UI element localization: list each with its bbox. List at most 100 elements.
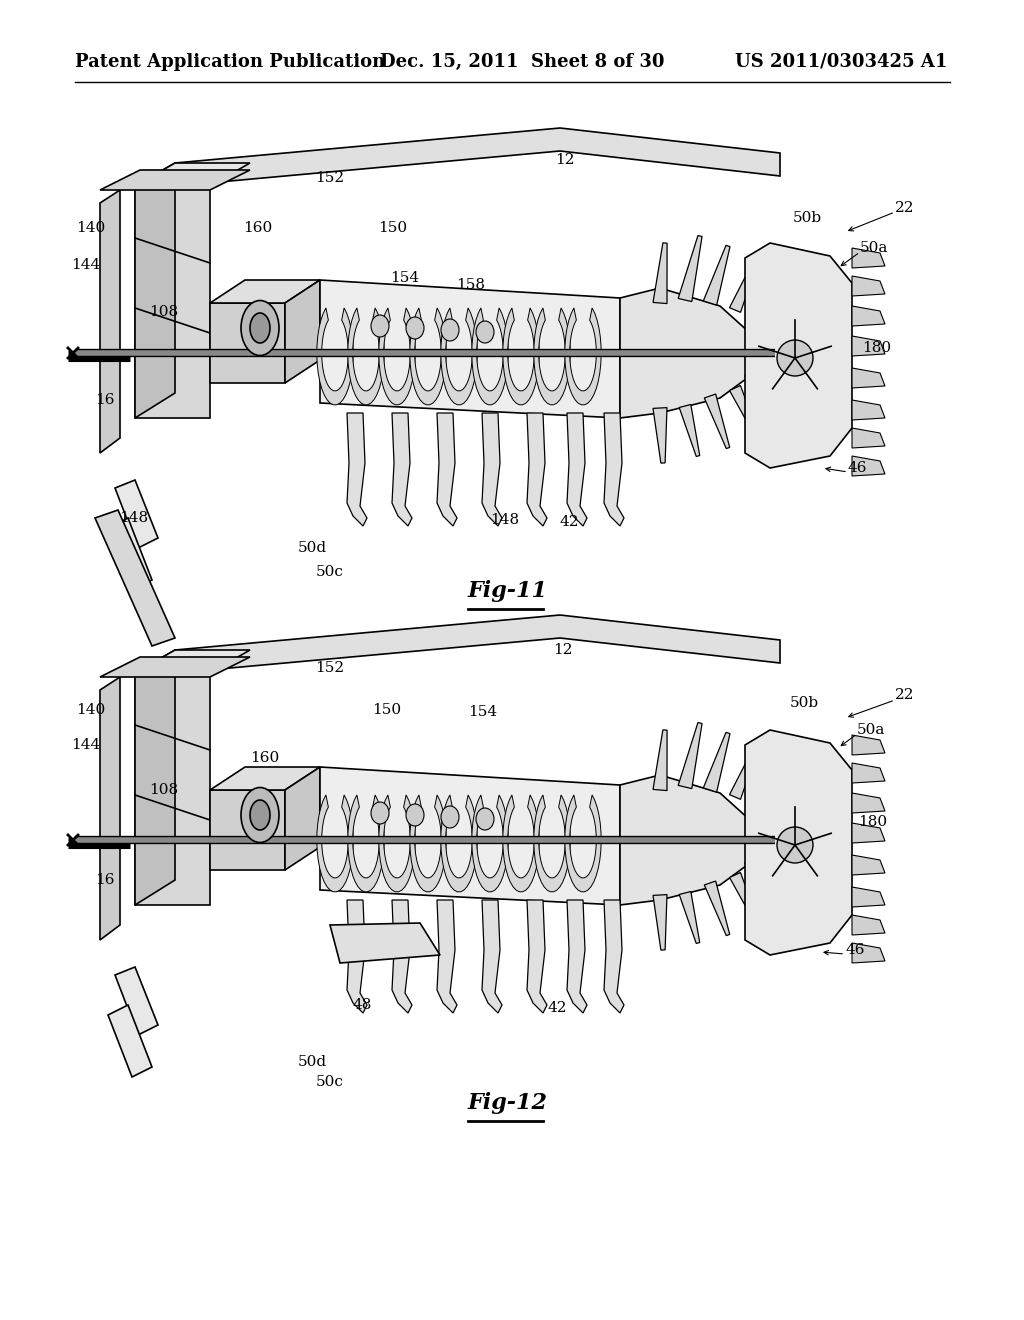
Polygon shape: [379, 795, 415, 892]
Polygon shape: [135, 649, 250, 673]
Polygon shape: [604, 413, 624, 525]
Polygon shape: [679, 891, 699, 944]
Text: 108: 108: [148, 305, 178, 319]
Text: 144: 144: [71, 738, 100, 752]
Polygon shape: [379, 308, 415, 405]
Polygon shape: [745, 772, 779, 818]
Ellipse shape: [371, 315, 389, 337]
Text: 42: 42: [548, 1001, 567, 1015]
Polygon shape: [852, 428, 885, 447]
Text: 160: 160: [250, 751, 280, 766]
Polygon shape: [503, 308, 540, 405]
Polygon shape: [316, 795, 353, 892]
Polygon shape: [744, 370, 779, 424]
Text: 152: 152: [315, 172, 344, 185]
Text: 154: 154: [390, 271, 419, 285]
Text: 22: 22: [895, 688, 914, 702]
Polygon shape: [565, 308, 601, 405]
Ellipse shape: [441, 319, 459, 341]
Polygon shape: [410, 795, 446, 892]
Polygon shape: [175, 128, 780, 186]
Text: 144: 144: [71, 257, 100, 272]
Text: 180: 180: [858, 814, 887, 829]
Text: 180: 180: [862, 341, 891, 355]
Polygon shape: [210, 789, 285, 870]
Polygon shape: [744, 857, 779, 911]
Ellipse shape: [476, 808, 494, 830]
Circle shape: [777, 341, 813, 376]
Polygon shape: [108, 1005, 152, 1077]
Text: 150: 150: [372, 704, 401, 717]
Polygon shape: [392, 413, 412, 525]
Polygon shape: [472, 795, 508, 892]
Text: 50b: 50b: [793, 211, 822, 224]
Text: 140: 140: [76, 704, 105, 717]
Text: 50c: 50c: [316, 1074, 344, 1089]
Polygon shape: [482, 900, 502, 1012]
Polygon shape: [567, 413, 587, 525]
Polygon shape: [745, 730, 852, 954]
Ellipse shape: [250, 800, 270, 830]
Polygon shape: [729, 742, 760, 800]
Polygon shape: [852, 276, 885, 296]
Polygon shape: [437, 413, 457, 525]
Polygon shape: [100, 657, 250, 677]
Text: US 2011/0303425 A1: US 2011/0303425 A1: [735, 53, 947, 71]
Polygon shape: [852, 822, 885, 843]
Polygon shape: [316, 308, 353, 405]
Text: 50d: 50d: [298, 1055, 327, 1069]
Polygon shape: [440, 308, 477, 405]
Polygon shape: [348, 795, 384, 892]
Polygon shape: [852, 455, 885, 477]
Polygon shape: [852, 368, 885, 388]
Polygon shape: [745, 243, 852, 469]
Polygon shape: [567, 900, 587, 1012]
Polygon shape: [534, 795, 570, 892]
Ellipse shape: [406, 317, 424, 339]
Polygon shape: [437, 900, 457, 1012]
Polygon shape: [729, 873, 760, 925]
Ellipse shape: [250, 313, 270, 343]
Polygon shape: [852, 763, 885, 783]
Polygon shape: [210, 767, 319, 789]
Polygon shape: [210, 304, 285, 383]
Text: 150: 150: [378, 220, 408, 235]
Polygon shape: [852, 248, 885, 268]
Polygon shape: [852, 337, 885, 356]
Text: 158: 158: [456, 279, 485, 292]
Text: 46: 46: [845, 942, 864, 957]
Polygon shape: [482, 413, 502, 525]
Polygon shape: [653, 895, 667, 950]
Polygon shape: [285, 280, 319, 383]
Polygon shape: [852, 735, 885, 755]
Polygon shape: [729, 255, 760, 313]
Polygon shape: [135, 673, 210, 906]
Text: Dec. 15, 2011  Sheet 8 of 30: Dec. 15, 2011 Sheet 8 of 30: [380, 53, 665, 71]
Text: 50a: 50a: [860, 242, 889, 255]
Polygon shape: [503, 795, 540, 892]
Text: 16: 16: [95, 393, 115, 407]
Text: 48: 48: [352, 998, 372, 1012]
Text: 140: 140: [76, 220, 105, 235]
Polygon shape: [348, 308, 384, 405]
Polygon shape: [135, 162, 175, 418]
Circle shape: [777, 828, 813, 863]
Polygon shape: [100, 190, 120, 453]
Polygon shape: [115, 480, 158, 548]
Polygon shape: [410, 308, 446, 405]
Polygon shape: [653, 408, 667, 463]
Polygon shape: [705, 880, 730, 936]
Polygon shape: [703, 246, 730, 305]
Polygon shape: [347, 413, 367, 525]
Polygon shape: [745, 285, 779, 331]
Polygon shape: [95, 510, 175, 645]
Polygon shape: [653, 730, 667, 791]
Ellipse shape: [241, 788, 279, 842]
Text: 46: 46: [848, 461, 867, 475]
Polygon shape: [852, 915, 885, 935]
Text: 50d: 50d: [298, 541, 327, 554]
Polygon shape: [319, 767, 620, 906]
Polygon shape: [852, 793, 885, 813]
Polygon shape: [330, 923, 440, 964]
Text: 12: 12: [553, 643, 572, 657]
